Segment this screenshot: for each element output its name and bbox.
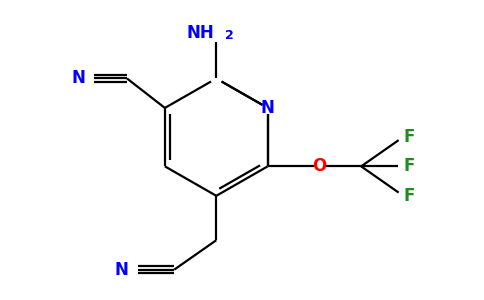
Text: N: N bbox=[115, 261, 128, 279]
Text: F: F bbox=[403, 158, 415, 175]
Text: N: N bbox=[71, 70, 85, 88]
Text: 2: 2 bbox=[225, 29, 234, 43]
Text: F: F bbox=[403, 187, 415, 205]
Text: F: F bbox=[403, 128, 415, 146]
Text: O: O bbox=[312, 158, 326, 175]
Text: NH: NH bbox=[186, 24, 214, 42]
Text: N: N bbox=[261, 99, 274, 117]
